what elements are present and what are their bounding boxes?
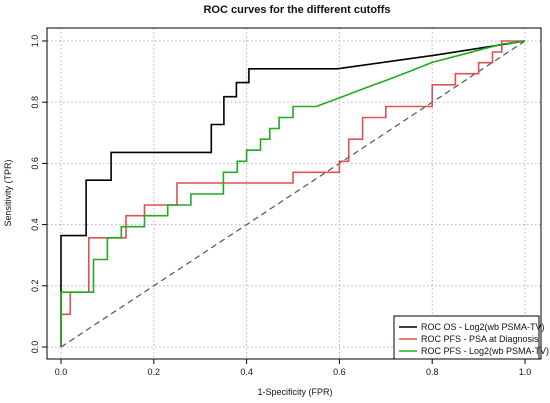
legend-label-1: ROC OS - Log2(wb PSMA-TV) bbox=[421, 322, 545, 332]
x-axis-label: 1-Specificity (FPR) bbox=[257, 387, 332, 397]
legend: ROC OS - Log2(wb PSMA-TV) ROC PFS - PSA a… bbox=[393, 315, 549, 360]
chart-title: ROC curves for the different cutoffs bbox=[203, 4, 390, 16]
y-tick-label: 0.8 bbox=[30, 96, 40, 109]
series-layer bbox=[60, 40, 526, 347]
y-tick-label: 0.2 bbox=[30, 280, 40, 293]
x-tick-label: 0.8 bbox=[426, 367, 439, 377]
reference-line-layer bbox=[60, 40, 526, 348]
legend-label-2: ROC PFS - PSA at Diagnosis bbox=[421, 334, 539, 344]
series-line-3 bbox=[60, 40, 526, 347]
plot-frame bbox=[46, 27, 542, 360]
legend-label-3: ROC PFS - Log2(wb PSMA-TV) bbox=[421, 346, 549, 356]
x-tick-label: 0.0 bbox=[55, 367, 68, 377]
x-tick-label: 1.0 bbox=[519, 367, 532, 377]
y-tick-label: 0.4 bbox=[30, 218, 40, 231]
grid-layer bbox=[47, 28, 541, 359]
y-tick-label: 0.6 bbox=[30, 157, 40, 170]
series-line-1 bbox=[60, 40, 526, 347]
tick-layer: 0.0 0.2 0.4 0.6 0.8 1.0 0.0 0.2 0.4 0.6 0.8 1.0 bbox=[30, 35, 531, 377]
y-tick-label: 0.0 bbox=[30, 341, 40, 354]
legend-box bbox=[393, 315, 540, 360]
y-axis-label: Sensitivity (TPR) bbox=[3, 159, 13, 226]
reference-diagonal-line bbox=[60, 40, 526, 348]
y-tick-label: 1.0 bbox=[30, 35, 40, 48]
x-tick-label: 0.2 bbox=[148, 367, 161, 377]
x-tick-label: 0.4 bbox=[240, 367, 253, 377]
x-tick-label: 0.6 bbox=[333, 367, 346, 377]
